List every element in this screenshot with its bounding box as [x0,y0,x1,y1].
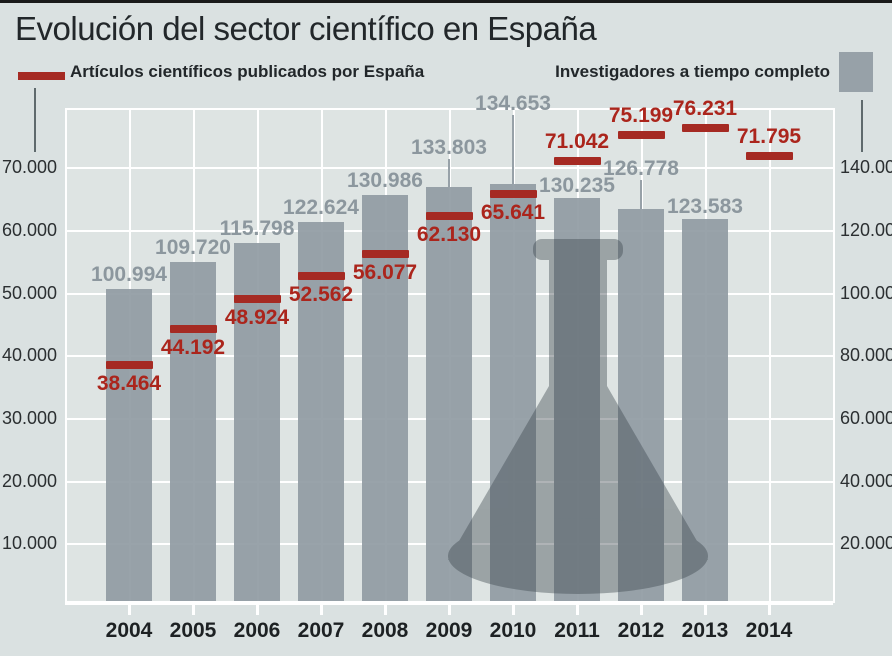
right-axis-tick: 20.000 [840,533,892,554]
x-tick [192,601,195,615]
year-label-2014: 2014 [745,619,793,642]
left-axis-tick: 50.000 [1,282,57,303]
right-axis-tick: 120.000 [840,219,892,240]
right-axis-tick: 80.000 [840,345,892,366]
researchers-bar-2013 [682,218,728,603]
researchers-bar-2004 [106,289,152,603]
legend-researchers-label: Investigadores a tiempo completo [555,62,830,81]
year-label-2011: 2011 [554,619,600,642]
year-label-2006: 2006 [233,619,281,642]
legend-researchers-swatch [839,52,873,92]
right-axis-tick: 140.000 [840,157,892,178]
researchers-bar-2010 [490,183,536,603]
legend-articles-label: Artículos científicos publicados por Esp… [70,62,425,81]
x-tick [256,601,259,615]
year-label-2004: 2004 [105,619,153,642]
x-tick [320,601,323,615]
left-axis-tick: 40.000 [1,345,57,366]
left-axis-tick: 60.000 [1,219,57,240]
x-tick [704,601,707,615]
x-tick [576,601,579,615]
year-label-2013: 2013 [681,619,729,642]
year-label-2007: 2007 [297,619,345,642]
top-rule [0,0,892,3]
left-axis-tick: 20.000 [1,470,57,491]
year-label-2005: 2005 [169,619,217,642]
year-label-2012: 2012 [617,619,665,642]
year-label-2009: 2009 [425,619,473,642]
x-tick [640,601,643,615]
x-tick [128,601,131,615]
researchers-bar-2009 [426,186,472,603]
chart-title: Evolución del sector científico en Españ… [15,10,597,47]
year-label-2010: 2010 [489,619,537,642]
left-axis-tick: 70.000 [1,157,57,178]
x-tick [448,601,451,615]
gridline-v [833,108,835,603]
researchers-bar-2012 [618,208,664,603]
right-axis-tick: 100.000 [840,282,892,303]
x-tick [768,601,771,615]
left-axis-tick: 10.000 [1,533,57,554]
plot-area [65,108,835,603]
right-axis-tick: 40.000 [840,470,892,491]
legend-articles-swatch [18,72,65,80]
researchers-bar-2008 [362,195,408,603]
year-label-2008: 2008 [361,619,409,642]
researchers-bar-2007 [298,221,344,603]
researchers-bar-2005 [170,262,216,603]
researchers-bar-2011 [554,197,600,603]
x-tick [384,601,387,615]
gridline-v [65,108,67,603]
gridline-v [769,108,771,603]
legend-pointer-right [861,100,863,152]
right-axis-tick: 60.000 [840,407,892,428]
left-axis-tick: 30.000 [1,407,57,428]
x-tick [512,601,515,615]
legend-pointer-left [34,88,36,152]
researchers-bar-2006 [234,242,280,603]
